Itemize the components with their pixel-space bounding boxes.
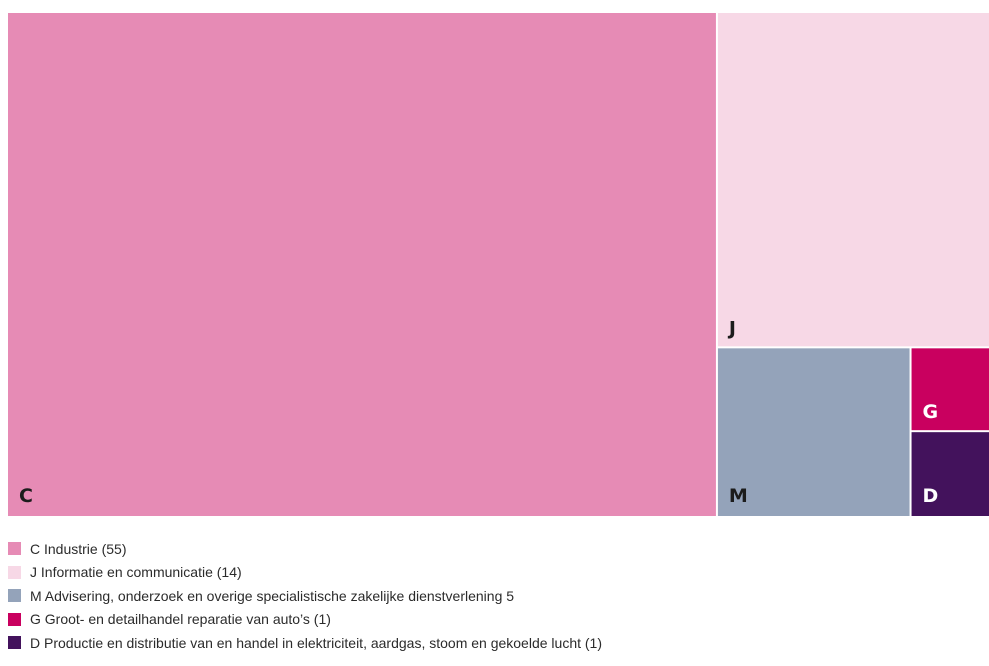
chart-legend: C Industrie (55) J Informatie en communi… [8, 537, 983, 655]
legend-swatch-m [8, 589, 21, 603]
legend-item-j: J Informatie en communicatie (14) [8, 561, 983, 585]
legend-swatch-g [8, 612, 21, 626]
treemap-tile-m [717, 348, 910, 516]
legend-label-c: C Industrie (55) [30, 540, 127, 557]
legend-label-d: D Productie en distributie van en handel… [30, 634, 602, 651]
legend-label-m: M Advisering, onderzoek en overige speci… [30, 587, 515, 604]
treemap-label-c: C [19, 485, 33, 507]
legend-item-m: M Advisering, onderzoek en overige speci… [8, 584, 983, 608]
legend-swatch-d [8, 636, 21, 650]
treemap-label-d: D [923, 485, 939, 507]
treemap-label-j: J [727, 317, 736, 339]
legend-item-d: D Productie en distributie van en handel… [8, 631, 983, 655]
treemap-tile-j [717, 13, 989, 347]
treemap-tile-d [911, 432, 989, 516]
legend-swatch-c [8, 542, 21, 556]
legend-label-g: G Groot- en detailhandel reparatie van a… [30, 611, 331, 628]
treemap-tile-g [911, 348, 989, 431]
treemap-label-m: M [729, 485, 748, 507]
treemap-chart: C J M G D [8, 13, 989, 516]
treemap-label-g: G [923, 401, 939, 423]
legend-item-c: C Industrie (55) [8, 537, 983, 561]
legend-item-g: G Groot- en detailhandel reparatie van a… [8, 608, 983, 632]
legend-swatch-j [8, 565, 21, 579]
legend-label-j: J Informatie en communicatie (14) [30, 564, 242, 581]
treemap-tile-c [8, 13, 716, 516]
